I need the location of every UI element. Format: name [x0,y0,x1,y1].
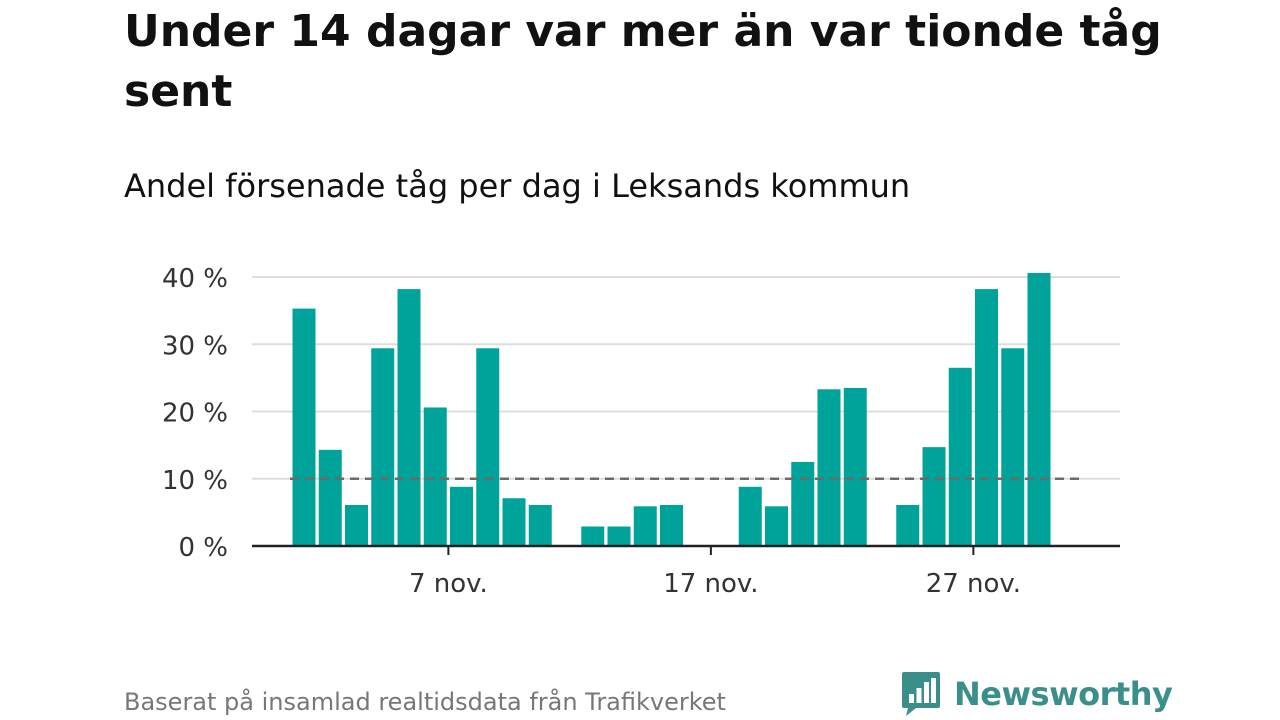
bar [738,486,762,546]
bar [345,504,368,546]
bar [948,367,972,546]
y-tick-label: 20 % [162,399,228,429]
brand-name: Newsworthy [954,675,1173,713]
y-tick-label: 0 % [178,533,228,563]
bar [581,526,605,546]
bar [607,526,631,546]
bar [450,486,473,546]
x-tick-label: 7 nov. [409,569,488,599]
bar [1027,272,1051,546]
bar [1001,348,1025,546]
bar [817,389,841,546]
bar [765,506,788,546]
bar [502,498,526,546]
source-note: Baserat på insamlad realtidsdata från Tr… [124,688,726,716]
newsworthy-logo-icon [902,672,940,716]
bar [633,506,657,546]
bar [791,461,815,546]
bar [397,289,421,546]
y-tick-label: 10 % [162,466,228,496]
x-tick-label: 17 nov. [663,569,758,599]
bar [843,387,867,546]
bars [292,272,1051,546]
chart-subtitle: Andel försenade tåg per dag i Leksands k… [124,167,911,205]
bar [922,447,946,546]
x-tick-labels: 7 nov. 17 nov. 27 nov. [409,546,1021,599]
bar [528,504,552,546]
brand-logo: Newsworthy [900,670,1173,718]
bar [975,289,998,546]
bar [423,407,447,546]
y-tick-label: 40 % [162,264,228,294]
bar [318,449,342,546]
bar [660,504,683,546]
chart-title: Under 14 dagar var mer än var tionde tåg… [124,6,1162,117]
bar [292,308,316,546]
x-tick-label: 27 nov. [926,569,1021,599]
y-tick-labels: 0 % 10 % 20 % 30 % 40 % [162,264,228,563]
bar [371,348,395,546]
bar [476,348,500,546]
y-tick-label: 30 % [162,331,228,361]
bar [896,504,920,546]
